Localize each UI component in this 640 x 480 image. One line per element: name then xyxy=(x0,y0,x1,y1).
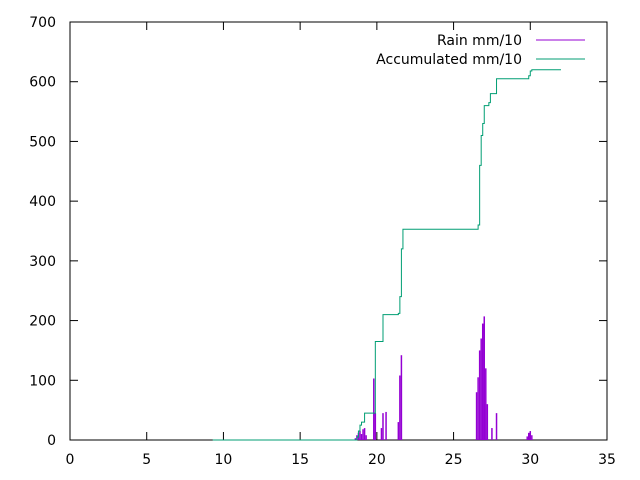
plot-border xyxy=(69,21,608,441)
x-tick-label: 0 xyxy=(66,452,75,468)
y-tick-label: 700 xyxy=(29,15,56,31)
y-tick-label: 0 xyxy=(47,433,56,449)
legend: Rain mm/10 Accumulated mm/10 xyxy=(376,33,585,68)
series-0 xyxy=(354,316,533,440)
x-tick-label: 10 xyxy=(215,452,233,468)
series-1 xyxy=(212,69,561,441)
y-tick-label: 100 xyxy=(29,373,56,389)
accumulated-line xyxy=(212,69,561,441)
x-tick-label: 20 xyxy=(368,452,386,468)
legend-label: Accumulated mm/10 xyxy=(376,52,522,68)
y-tick-label: 600 xyxy=(29,75,56,91)
x-tick-label: 25 xyxy=(445,452,463,468)
x-tick-label: 35 xyxy=(598,452,616,468)
legend-label: Rain mm/10 xyxy=(437,33,522,49)
x-tick-label: 5 xyxy=(142,452,151,468)
x-tick-label: 30 xyxy=(521,452,539,468)
y-tick-label: 500 xyxy=(29,134,56,150)
series-layer xyxy=(212,69,561,441)
axes: 0 5 10 15 20 25 30 35 0 100 200 300 400 500 600 700 xyxy=(29,15,616,468)
x-tick-label: 15 xyxy=(291,452,309,468)
y-tick-label: 200 xyxy=(29,314,56,330)
y-tick-label: 400 xyxy=(29,194,56,210)
y-tick-label: 300 xyxy=(29,254,56,270)
